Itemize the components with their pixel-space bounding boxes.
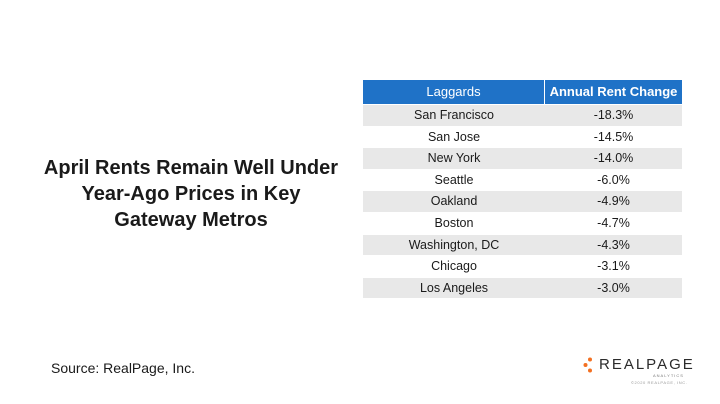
metro-name-cell: Oakland — [430, 194, 478, 209]
metro-name-cell: San Francisco — [414, 108, 494, 122]
metro-name-cell: New York — [427, 151, 481, 166]
metro-name-cell: Boston — [434, 215, 474, 230]
table-row: San Francisco -18.3% — [363, 104, 682, 126]
laggards-table: Laggards Annual Rent Change San Francisc… — [363, 80, 682, 299]
rent-change-cell: -3.1% — [597, 259, 630, 274]
header-laggards: Laggards — [363, 80, 545, 104]
rent-change-cell: -4.9% — [597, 194, 630, 209]
logo-copyright: ©2020 REALPAGE, INC. — [631, 380, 688, 385]
realpage-logo: REALPAGE ANALYTICS ©2020 REALPAGE, INC. — [583, 356, 703, 387]
logo-subtext: ANALYTICS — [653, 373, 684, 378]
table-row: Boston -4.7% — [363, 211, 682, 234]
table-row: Washington, DC -4.3% — [363, 233, 682, 256]
metro-name-cell: Los Angeles — [419, 280, 489, 295]
rent-change-cell: -18.3% — [593, 108, 634, 122]
table-row: Oakland -4.9% — [363, 190, 682, 212]
rent-change-cell: -4.3% — [597, 237, 630, 252]
source-note: Source: RealPage, Inc. — [51, 360, 195, 376]
table-row: Chicago -3.1% — [363, 255, 682, 277]
table-row: Los Angeles -3.0% — [363, 276, 682, 299]
metro-name-cell: San Jose — [427, 129, 481, 144]
table-body: San Francisco -18.3% San Jose -14.5% New Yor… — [363, 104, 682, 299]
logo-wordmark: REALPAGE — [599, 356, 695, 373]
table-row: San Jose -14.5% — [363, 125, 682, 148]
table-row: New York -14.0% — [363, 147, 682, 169]
rent-change-cell: -6.0% — [597, 172, 630, 187]
logo-dots-icon — [583, 357, 592, 373]
slide-title: April Rents Remain Well Under Year-Ago P… — [43, 157, 339, 231]
table-header: Laggards Annual Rent Change — [363, 80, 682, 104]
header-annual-rent-change: Annual Rent Change — [549, 84, 678, 99]
rent-change-cell: -3.0% — [597, 280, 630, 295]
rent-change-cell: -4.7% — [597, 215, 630, 230]
table-row: Seattle -6.0% — [363, 168, 682, 191]
rent-change-cell: -14.5% — [593, 129, 634, 144]
metro-name-cell: Seattle — [434, 172, 474, 187]
metro-name-cell: Washington, DC — [408, 237, 500, 252]
metro-name-cell: Chicago — [431, 259, 477, 274]
rent-change-cell: -14.0% — [593, 151, 634, 166]
